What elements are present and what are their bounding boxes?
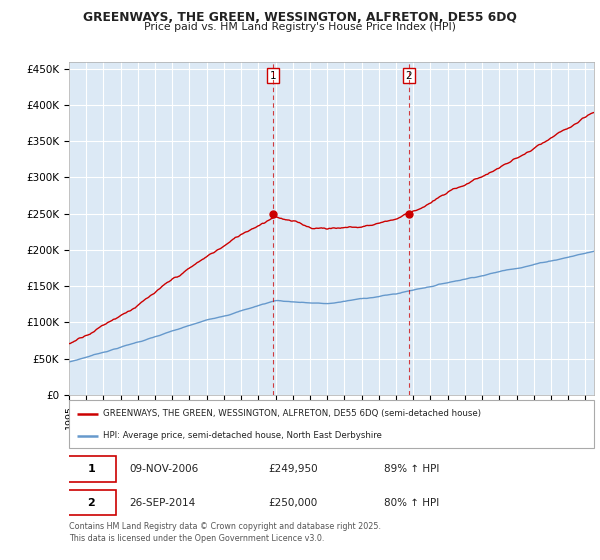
Text: HPI: Average price, semi-detached house, North East Derbyshire: HPI: Average price, semi-detached house,… (103, 431, 382, 440)
Text: GREENWAYS, THE GREEN, WESSINGTON, ALFRETON, DE55 6DQ (semi-detached house): GREENWAYS, THE GREEN, WESSINGTON, ALFRET… (103, 409, 481, 418)
Text: 2: 2 (88, 497, 95, 507)
Text: 80% ↑ HPI: 80% ↑ HPI (384, 497, 439, 507)
Text: 26-SEP-2014: 26-SEP-2014 (130, 497, 196, 507)
Text: £249,950: £249,950 (269, 464, 318, 474)
Text: 09-NOV-2006: 09-NOV-2006 (130, 464, 199, 474)
FancyBboxPatch shape (67, 456, 116, 482)
Text: Price paid vs. HM Land Registry's House Price Index (HPI): Price paid vs. HM Land Registry's House … (144, 22, 456, 32)
FancyBboxPatch shape (67, 489, 116, 515)
Text: 2: 2 (406, 71, 412, 81)
Text: 1: 1 (270, 71, 277, 81)
Text: Contains HM Land Registry data © Crown copyright and database right 2025.
This d: Contains HM Land Registry data © Crown c… (69, 522, 381, 543)
Text: 1: 1 (88, 464, 95, 474)
Text: GREENWAYS, THE GREEN, WESSINGTON, ALFRETON, DE55 6DQ: GREENWAYS, THE GREEN, WESSINGTON, ALFRET… (83, 11, 517, 24)
Text: 89% ↑ HPI: 89% ↑ HPI (384, 464, 439, 474)
Text: £250,000: £250,000 (269, 497, 318, 507)
